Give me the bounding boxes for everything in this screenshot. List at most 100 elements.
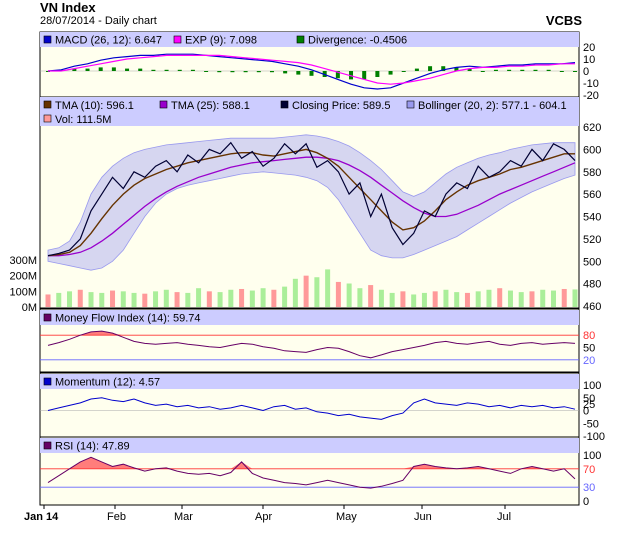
y-tick-label: 0 — [583, 496, 589, 508]
overbought-fill — [48, 457, 575, 469]
divergence-bar — [151, 69, 156, 71]
volume-bar — [120, 291, 126, 307]
volume-bar — [454, 292, 460, 307]
volume-bar — [174, 292, 180, 307]
legend-swatch — [43, 313, 52, 322]
y-tick-label: 50 — [583, 343, 595, 355]
y-tick-label: -10 — [583, 78, 599, 90]
divergence-bar — [441, 66, 446, 71]
x-tick-label: Feb — [107, 511, 126, 523]
volume-bar — [486, 289, 492, 307]
chart-subtitle: 28/07/2014 - Daily chart — [40, 15, 157, 27]
volume-bar — [475, 291, 481, 307]
y-tick-label: 460 — [583, 301, 601, 313]
legend-swatch — [406, 100, 415, 109]
legend-swatch — [173, 35, 182, 44]
volume-bar — [228, 289, 234, 307]
volume-bar — [282, 286, 288, 307]
y-tick-label: 80 — [583, 330, 595, 342]
divergence-bar — [177, 69, 182, 71]
divergence-bar — [85, 68, 90, 71]
volume-tick-label: 0M — [22, 302, 37, 314]
legend-label: MACD (26, 12): 6.647 — [55, 35, 162, 47]
volume-bar — [529, 291, 535, 307]
volume-bar — [464, 292, 470, 307]
series-line — [48, 156, 576, 257]
volume-bar — [411, 294, 417, 307]
divergence-bar — [256, 71, 261, 73]
y-tick-label: 620 — [583, 122, 601, 134]
legend-bar — [40, 97, 579, 126]
volume-bar — [88, 292, 94, 307]
divergence-bar — [111, 67, 116, 71]
volume-bar — [67, 291, 73, 307]
y-tick-label: 560 — [583, 189, 601, 201]
volume-bar — [153, 291, 159, 307]
legend-label: Momentum (12): 4.57 — [55, 377, 160, 389]
divergence-bar — [190, 69, 195, 71]
volume-bar — [206, 291, 212, 307]
divergence-bar — [480, 71, 485, 72]
legend-swatch — [296, 35, 305, 44]
volume-bar — [99, 292, 105, 307]
divergence-bar — [335, 71, 340, 79]
volume-bar — [540, 289, 546, 307]
divergence-bar — [559, 71, 564, 72]
legend-swatch — [43, 114, 52, 123]
volume-bar — [303, 275, 309, 307]
series-line — [47, 456, 576, 489]
legend-bar — [40, 310, 579, 325]
volume-bar — [131, 292, 137, 307]
divergence-bar — [520, 69, 525, 71]
y-tick-label: 50 — [583, 393, 595, 405]
x-tick-label: Apr — [255, 511, 272, 523]
divergence-bar — [309, 71, 314, 76]
legend-label: TMA (25): 588.1 — [171, 100, 250, 112]
brand-label: VCBS — [545, 13, 582, 28]
volume-bar — [400, 291, 406, 307]
legend-label: Bollinger (20, 2): 577.1 - 604.1 — [418, 100, 567, 112]
volume-bar — [572, 289, 578, 307]
divergence-bar — [454, 67, 459, 71]
volume-bar — [142, 293, 148, 307]
divergence-bar — [164, 69, 169, 71]
volume-bar — [378, 289, 384, 307]
volume-bar — [260, 288, 266, 307]
volume-bar — [518, 292, 524, 307]
x-tick-label: Jun — [414, 511, 432, 523]
divergence-bar — [533, 69, 538, 71]
y-tick-label: 100 — [583, 380, 601, 392]
legend-swatch — [159, 100, 168, 109]
volume-bar — [239, 288, 245, 307]
volume-bar — [550, 290, 556, 307]
volume-bar — [561, 288, 567, 307]
volume-bar — [45, 294, 51, 307]
y-tick-label: 500 — [583, 256, 601, 268]
y-tick-label: 600 — [583, 144, 601, 156]
y-tick-label: 0 — [583, 66, 589, 78]
divergence-bar — [98, 67, 103, 71]
volume-bar — [346, 283, 352, 307]
chart-title: VN Index — [40, 0, 96, 15]
volume-bar — [77, 289, 83, 307]
x-tick-label: Jul — [497, 511, 511, 523]
y-tick-label: 0 — [583, 406, 589, 418]
volume-tick-label: 100M — [9, 286, 37, 298]
y-tick-label: -50 — [583, 418, 599, 430]
divergence-bar — [546, 69, 551, 71]
x-tick-label: May — [336, 511, 357, 523]
legend-swatch — [43, 377, 52, 386]
volume-bar — [56, 292, 62, 307]
volume-bar — [292, 278, 298, 307]
y-tick-label: 20 — [583, 355, 595, 367]
legend-label: Closing Price: 589.5 — [292, 100, 390, 112]
legend-label: EXP (9): 7.098 — [185, 35, 257, 47]
volume-bar — [196, 288, 202, 307]
legend-label: RSI (14): 47.89 — [55, 441, 130, 453]
y-tick-label: 30 — [583, 482, 595, 494]
x-tick-label: Mar — [174, 511, 193, 523]
legend-swatch — [43, 35, 52, 44]
y-tick-label: 20 — [583, 42, 595, 54]
volume-tick-label: 300M — [9, 255, 37, 267]
